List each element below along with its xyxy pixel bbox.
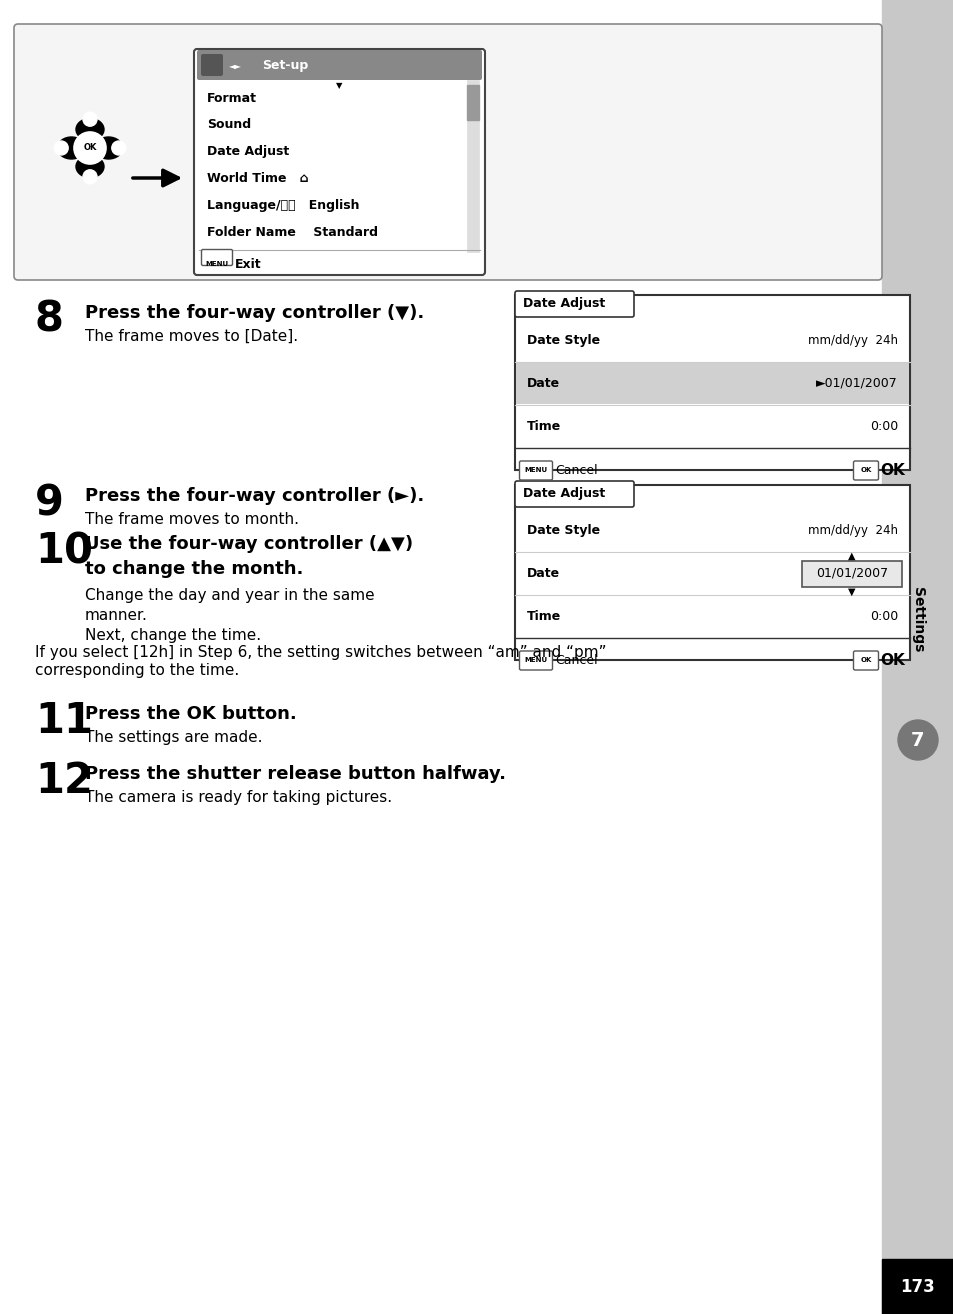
Text: Date Adjust: Date Adjust xyxy=(522,486,604,499)
Text: Next, change the time.: Next, change the time. xyxy=(85,628,261,643)
Text: manner.: manner. xyxy=(85,608,148,623)
Text: 11: 11 xyxy=(35,700,92,742)
FancyBboxPatch shape xyxy=(519,650,552,670)
Text: OK: OK xyxy=(860,468,871,473)
Text: Press the shutter release button halfway.: Press the shutter release button halfway… xyxy=(85,765,505,783)
Bar xyxy=(515,485,909,660)
Text: The frame moves to month.: The frame moves to month. xyxy=(85,512,298,527)
Text: Set-up: Set-up xyxy=(262,59,308,72)
FancyBboxPatch shape xyxy=(201,54,223,76)
Text: Use the four-way controller (▲▼): Use the four-way controller (▲▼) xyxy=(85,535,413,553)
Text: corresponding to the time.: corresponding to the time. xyxy=(35,664,239,678)
FancyBboxPatch shape xyxy=(853,650,878,670)
Text: MENU: MENU xyxy=(524,468,547,473)
FancyBboxPatch shape xyxy=(515,481,634,507)
Text: ▼: ▼ xyxy=(335,81,342,91)
Text: Date: Date xyxy=(526,377,559,390)
Text: OK: OK xyxy=(83,143,96,152)
FancyBboxPatch shape xyxy=(515,290,634,317)
Bar xyxy=(882,0,953,1314)
FancyBboxPatch shape xyxy=(14,24,882,280)
Text: Date Style: Date Style xyxy=(526,334,599,347)
Text: OK: OK xyxy=(879,653,903,668)
Text: Exit: Exit xyxy=(234,258,261,271)
Circle shape xyxy=(74,131,106,164)
Text: Change the day and year in the same: Change the day and year in the same xyxy=(85,587,375,603)
FancyBboxPatch shape xyxy=(201,250,233,265)
Text: Sound: Sound xyxy=(207,118,251,131)
Text: Time: Time xyxy=(526,420,560,434)
Text: If you select [12h] in Step 6, the setting switches between “am” and “pm”: If you select [12h] in Step 6, the setti… xyxy=(35,645,606,660)
Text: Date: Date xyxy=(526,568,559,579)
Text: Time: Time xyxy=(526,610,560,623)
Bar xyxy=(882,1259,953,1314)
Text: OK: OK xyxy=(879,463,903,478)
Text: World Time   ⌂: World Time ⌂ xyxy=(207,172,309,185)
Text: Settings: Settings xyxy=(910,587,924,653)
Ellipse shape xyxy=(54,141,68,155)
Ellipse shape xyxy=(83,170,97,184)
Bar xyxy=(467,85,478,120)
Text: 10: 10 xyxy=(35,530,92,572)
Text: Date Adjust: Date Adjust xyxy=(207,146,289,159)
Bar xyxy=(516,361,908,403)
Circle shape xyxy=(897,720,937,759)
Text: mm/dd/yy  24h: mm/dd/yy 24h xyxy=(807,334,897,347)
Text: 0:00: 0:00 xyxy=(869,610,897,623)
Text: Language/言語   English: Language/言語 English xyxy=(207,200,359,213)
Text: The frame moves to [Date].: The frame moves to [Date]. xyxy=(85,328,297,344)
FancyBboxPatch shape xyxy=(519,461,552,480)
Text: 7: 7 xyxy=(910,731,923,749)
FancyBboxPatch shape xyxy=(853,461,878,480)
Text: 173: 173 xyxy=(900,1277,934,1296)
Text: Date Style: Date Style xyxy=(526,524,599,537)
Text: MENU: MENU xyxy=(524,657,547,664)
Text: 12: 12 xyxy=(35,759,92,802)
Bar xyxy=(515,296,909,470)
FancyBboxPatch shape xyxy=(196,50,481,80)
Ellipse shape xyxy=(94,137,122,159)
Text: The camera is ready for taking pictures.: The camera is ready for taking pictures. xyxy=(85,790,392,805)
Text: Press the OK button.: Press the OK button. xyxy=(85,706,296,723)
Text: ◄►: ◄► xyxy=(229,62,242,71)
Ellipse shape xyxy=(112,141,126,155)
Text: 0:00: 0:00 xyxy=(869,420,897,434)
Text: MENU: MENU xyxy=(205,261,229,267)
FancyBboxPatch shape xyxy=(193,49,484,275)
Text: mm/dd/yy  24h: mm/dd/yy 24h xyxy=(807,524,897,537)
Ellipse shape xyxy=(76,118,104,141)
Text: Press the four-way controller (▼).: Press the four-way controller (▼). xyxy=(85,304,424,322)
Text: ▲: ▲ xyxy=(847,551,855,561)
Ellipse shape xyxy=(76,155,104,177)
Text: Press the four-way controller (►).: Press the four-way controller (►). xyxy=(85,487,424,505)
Text: Cancel: Cancel xyxy=(555,654,597,668)
Text: ►01/01/2007: ►01/01/2007 xyxy=(816,377,897,390)
Text: Cancel: Cancel xyxy=(555,464,597,477)
Bar xyxy=(801,561,901,586)
Text: Format: Format xyxy=(207,92,256,105)
Bar xyxy=(467,80,478,252)
Text: Folder Name    Standard: Folder Name Standard xyxy=(207,226,377,239)
Text: OK: OK xyxy=(860,657,871,664)
Text: to change the month.: to change the month. xyxy=(85,560,303,578)
Text: 01/01/2007: 01/01/2007 xyxy=(815,568,887,579)
Ellipse shape xyxy=(83,112,97,126)
Text: ▼: ▼ xyxy=(847,586,855,597)
Text: 8: 8 xyxy=(35,300,64,342)
Text: 9: 9 xyxy=(35,482,64,524)
Text: The settings are made.: The settings are made. xyxy=(85,731,262,745)
Ellipse shape xyxy=(57,137,86,159)
Text: Date Adjust: Date Adjust xyxy=(522,297,604,310)
